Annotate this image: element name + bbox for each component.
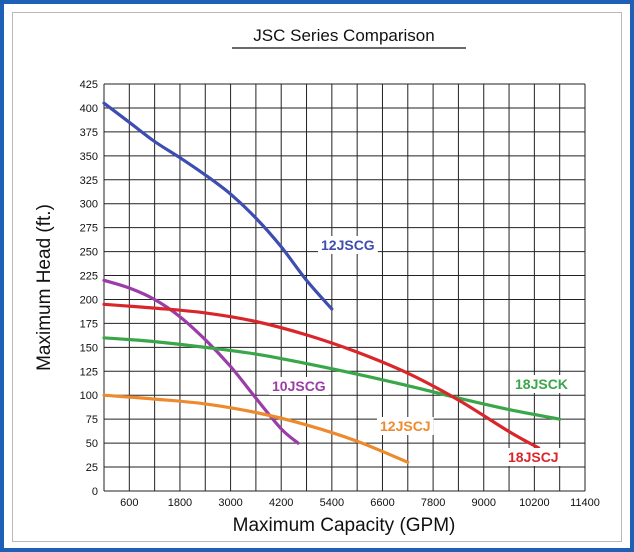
series-line-18jsck [102, 336, 562, 421]
x-axis-title: Maximum Capacity (GPM) [233, 515, 456, 536]
series-label-background [269, 377, 329, 395]
y-tick-label: 200 [80, 294, 98, 306]
x-tick-label: 4200 [269, 497, 293, 509]
series-label-background [505, 448, 562, 466]
grid [103, 83, 586, 492]
y-tick-label: 350 [80, 151, 98, 163]
tick-labels: 0 25 50 75 100 125 150 175 200 225 250 275 300 325 350… [80, 79, 600, 509]
series-label-18jscj: 18JSCJ [508, 449, 559, 465]
x-tick-label: 5400 [320, 497, 344, 509]
y-tick-label: 225 [80, 271, 98, 283]
y-tick-label: 100 [80, 390, 98, 402]
y-tick-label: 150 [80, 342, 98, 354]
x-tick-label: 11400 [570, 497, 600, 509]
series-labels: 12JSCG 10JSCG 18JSCK 18JSCJ 12JSCJ [269, 236, 571, 466]
y-tick-label: 75 [86, 414, 98, 426]
y-tick-label: 425 [80, 79, 98, 91]
x-tick-label: 7800 [421, 497, 445, 509]
series-lines [102, 101, 562, 464]
series-label-background [377, 417, 434, 435]
series-label-background [512, 375, 571, 393]
series-label-12jscg: 12JSCG [321, 237, 375, 253]
y-tick-label: 300 [80, 199, 98, 211]
y-axis-title: Maximum Head (ft.) [34, 204, 55, 371]
y-tick-label: 25 [86, 462, 98, 474]
series-line-10jscg [102, 278, 300, 445]
x-tick-label: 6600 [370, 497, 394, 509]
series-label-12jscj: 12JSCJ [380, 418, 431, 434]
y-tick-label: 50 [86, 438, 98, 450]
y-tick-label: 125 [80, 366, 98, 378]
series-line-18jscj [102, 302, 541, 450]
series-label-18jsck: 18JSCK [515, 376, 568, 392]
series-line-12jscj [102, 393, 410, 464]
x-tick-label: 1800 [168, 497, 192, 509]
x-tick-label: 10200 [519, 497, 550, 509]
series-label-background [318, 236, 378, 254]
series-line-12jscg [102, 101, 334, 311]
x-tick-label: 3000 [218, 497, 242, 509]
x-tick-label: 9000 [471, 497, 495, 509]
y-tick-label: 0 [92, 486, 98, 498]
y-tick-label: 275 [80, 223, 98, 235]
series-label-10jscg: 10JSCG [272, 378, 326, 394]
y-tick-label: 400 [80, 103, 98, 115]
y-tick-label: 175 [80, 318, 98, 330]
chart-title: JSC Series Comparison [253, 26, 434, 45]
x-tick-label: 600 [120, 497, 138, 509]
y-tick-label: 375 [80, 127, 98, 139]
y-tick-label: 325 [80, 175, 98, 187]
y-tick-label: 250 [80, 247, 98, 259]
